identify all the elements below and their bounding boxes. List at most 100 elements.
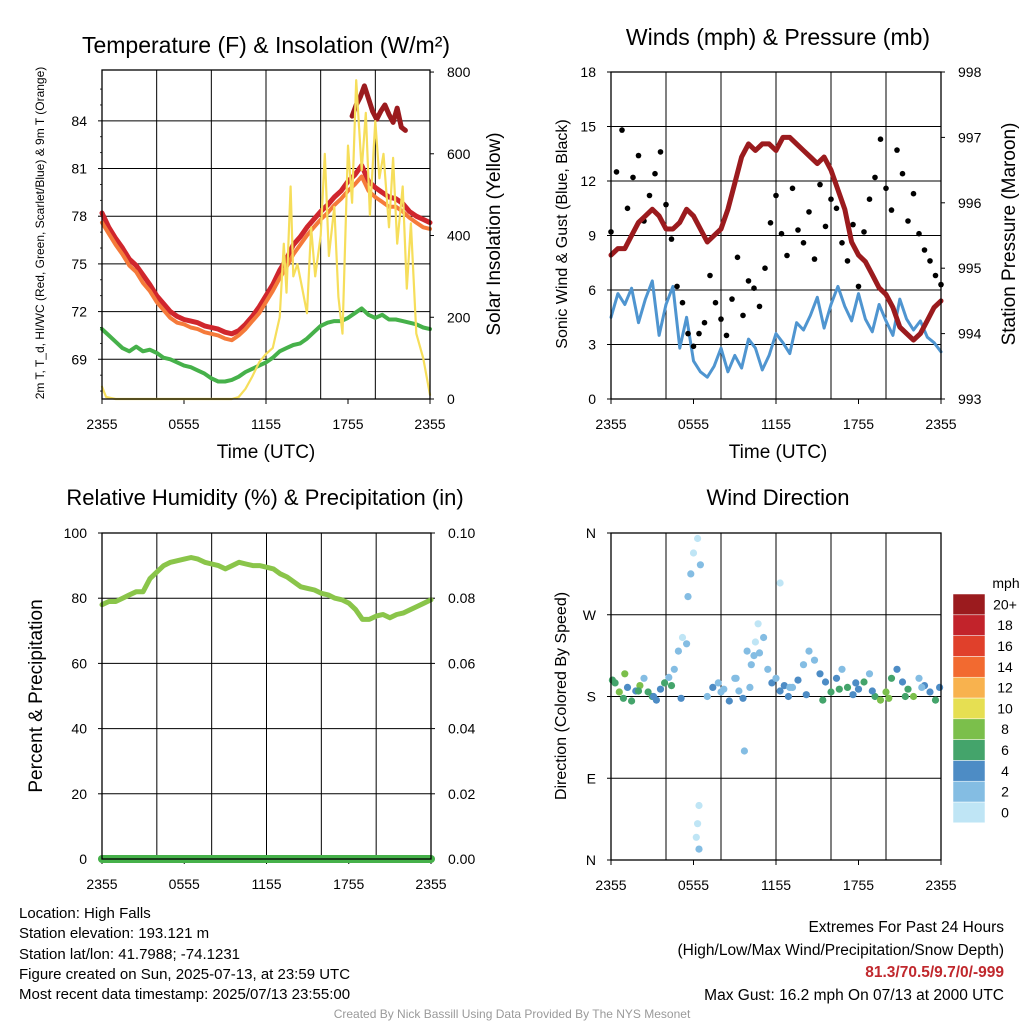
- chart4-direction-point: [835, 685, 843, 693]
- chart2-ytick-label-0: 0: [588, 391, 596, 407]
- colorbar-title: mph: [992, 575, 1019, 591]
- chart2-xtick-label-1: 0555: [678, 416, 709, 432]
- chart3-ytick-right-label-1: 0.02: [448, 786, 475, 802]
- chart1-series-1: [100, 174, 432, 343]
- chart4-direction-point: [868, 687, 876, 695]
- chart4-direction-point: [628, 697, 636, 705]
- chart4-direction-point: [827, 688, 835, 696]
- chart3-xtick-label-2: 1155: [251, 876, 281, 892]
- chart2-ytick-right-label-5: 998: [958, 64, 982, 80]
- chart4-direction-point: [794, 676, 802, 684]
- chart2-gust-point: [789, 185, 796, 192]
- chart4-direction-point: [656, 685, 665, 693]
- chart4-direction-point: [832, 674, 841, 682]
- chart1-xtick-label-4: 2355: [414, 416, 445, 432]
- chart2-gust-point: [729, 296, 735, 302]
- chart4-direction-point: [754, 620, 762, 628]
- chart2-ytick-label-4: 12: [580, 173, 596, 189]
- chart4-direction-point: [696, 561, 705, 569]
- colorbar-label-5: 10: [997, 700, 1013, 716]
- chart1-xtick-label-3: 1755: [332, 416, 363, 432]
- chart4-direction-point: [740, 747, 749, 755]
- chart1-border: [101, 69, 431, 400]
- chart2-ylabel-right: Station Pressure (Maroon): [999, 123, 1020, 346]
- chart4-direction-point: [843, 683, 852, 692]
- chart4-direction-point: [717, 688, 725, 696]
- colorbar-label-0: 0: [1001, 804, 1009, 820]
- chart3-title: Relative Humidity (%) & Precipitation (i…: [66, 485, 463, 510]
- chart1-ytick-label-5: 84: [71, 113, 87, 129]
- chart2-gust-point: [652, 170, 658, 177]
- colorbar-swatch-4: [952, 718, 986, 740]
- chart2-gust-point: [762, 265, 768, 272]
- chart4-direction-point: [882, 688, 890, 696]
- max-gust-text: Max Gust: 16.2 mph On 07/13 at 2000 UTC: [704, 986, 1004, 1004]
- chart4-direction-point: [849, 691, 857, 699]
- chart2-gust-point: [619, 127, 625, 133]
- chart4-direction-point: [898, 678, 907, 686]
- colorbar-label-9: 18: [997, 617, 1013, 633]
- chart2-xtick-label-4: 2355: [925, 416, 956, 432]
- chart2-title: Winds (mph) & Pressure (mb): [626, 24, 930, 50]
- colorbar-label-10: 20+: [993, 596, 1017, 612]
- chart2-gust-point: [828, 196, 834, 202]
- chart4-direction-point: [674, 647, 683, 655]
- chart4-direction-point: [764, 665, 772, 673]
- chart4-direction-point: [743, 647, 751, 655]
- chart2-gust-point: [613, 169, 620, 175]
- chart2-gust-point: [723, 332, 730, 339]
- chart2-gust-point: [740, 312, 746, 319]
- chart2-ytick-label-1: 3: [588, 337, 596, 353]
- chart2-gust-point: [784, 252, 790, 259]
- chart4-direction-point: [667, 682, 676, 690]
- chart3-ytick-label-5: 100: [64, 525, 88, 541]
- chart2-gust-point: [921, 247, 928, 253]
- chart1-xtick-label-1: 0555: [168, 416, 199, 432]
- chart4-xtick-label-1: 0555: [678, 877, 709, 893]
- chart4-direction-point: [739, 694, 747, 702]
- colorbar-label-8: 16: [997, 638, 1013, 654]
- chart4-direction-point: [634, 687, 643, 695]
- chart4-direction-point: [732, 674, 740, 682]
- chart1-ytick-right-label-1: 200: [447, 309, 471, 325]
- chart4-direction-point: [865, 670, 874, 678]
- chart4-direction-point: [784, 692, 793, 701]
- chart3-ytick-label-1: 20: [71, 786, 87, 802]
- chart4-direction-point: [670, 665, 678, 673]
- chart4-direction-point: [768, 679, 776, 687]
- colorbar-swatch-8: [952, 635, 986, 657]
- chart4-direction-point: [918, 683, 926, 692]
- chart4-direction-point: [695, 845, 703, 853]
- chart2-xtick-label-2: 1155: [761, 416, 791, 432]
- chart2-gust-point: [932, 272, 939, 279]
- chart4-direction-point: [714, 679, 722, 687]
- chart2-gust-point: [811, 256, 818, 262]
- colorbar-swatch-1: [952, 780, 986, 803]
- chart4-direction-point: [821, 678, 830, 686]
- colorbar-label-3: 6: [1001, 742, 1009, 758]
- chart2-ytick-right-label-1: 994: [958, 326, 982, 342]
- chart3-ytick-right-label-5: 0.10: [448, 525, 475, 541]
- chart4-direction-point: [692, 833, 700, 841]
- chart4-title: Wind Direction: [706, 485, 849, 510]
- chart2-gust-point: [806, 209, 812, 215]
- chart4-direction-point: [650, 692, 658, 701]
- chart4-direction-point: [684, 593, 692, 601]
- colorbar-swatch-5: [952, 697, 986, 720]
- chart2-gust-point: [850, 221, 856, 228]
- chart2-gust-point: [696, 330, 702, 337]
- chart2-ytick-label-3: 9: [588, 228, 596, 244]
- colorbar-label-1: 2: [1001, 784, 1009, 800]
- chart3-ytick-label-4: 80: [71, 590, 87, 606]
- chart4-direction-point: [802, 691, 810, 699]
- chart4-direction-point: [678, 633, 687, 642]
- colorbar-swatch-0: [952, 801, 986, 824]
- chart3-xtick-label-3: 1755: [333, 876, 364, 892]
- chart3-xtick-label-1: 0555: [169, 876, 200, 892]
- chart4-ytick-label-4: N: [586, 525, 596, 541]
- chart3-ylabel: Percent & Precipitation: [26, 599, 47, 792]
- chart2-gust-point: [844, 258, 851, 264]
- chart2-border: [610, 71, 942, 400]
- chart2-ytick-right-label-3: 996: [958, 195, 982, 211]
- chart3-ytick-right-label-3: 0.06: [448, 655, 475, 671]
